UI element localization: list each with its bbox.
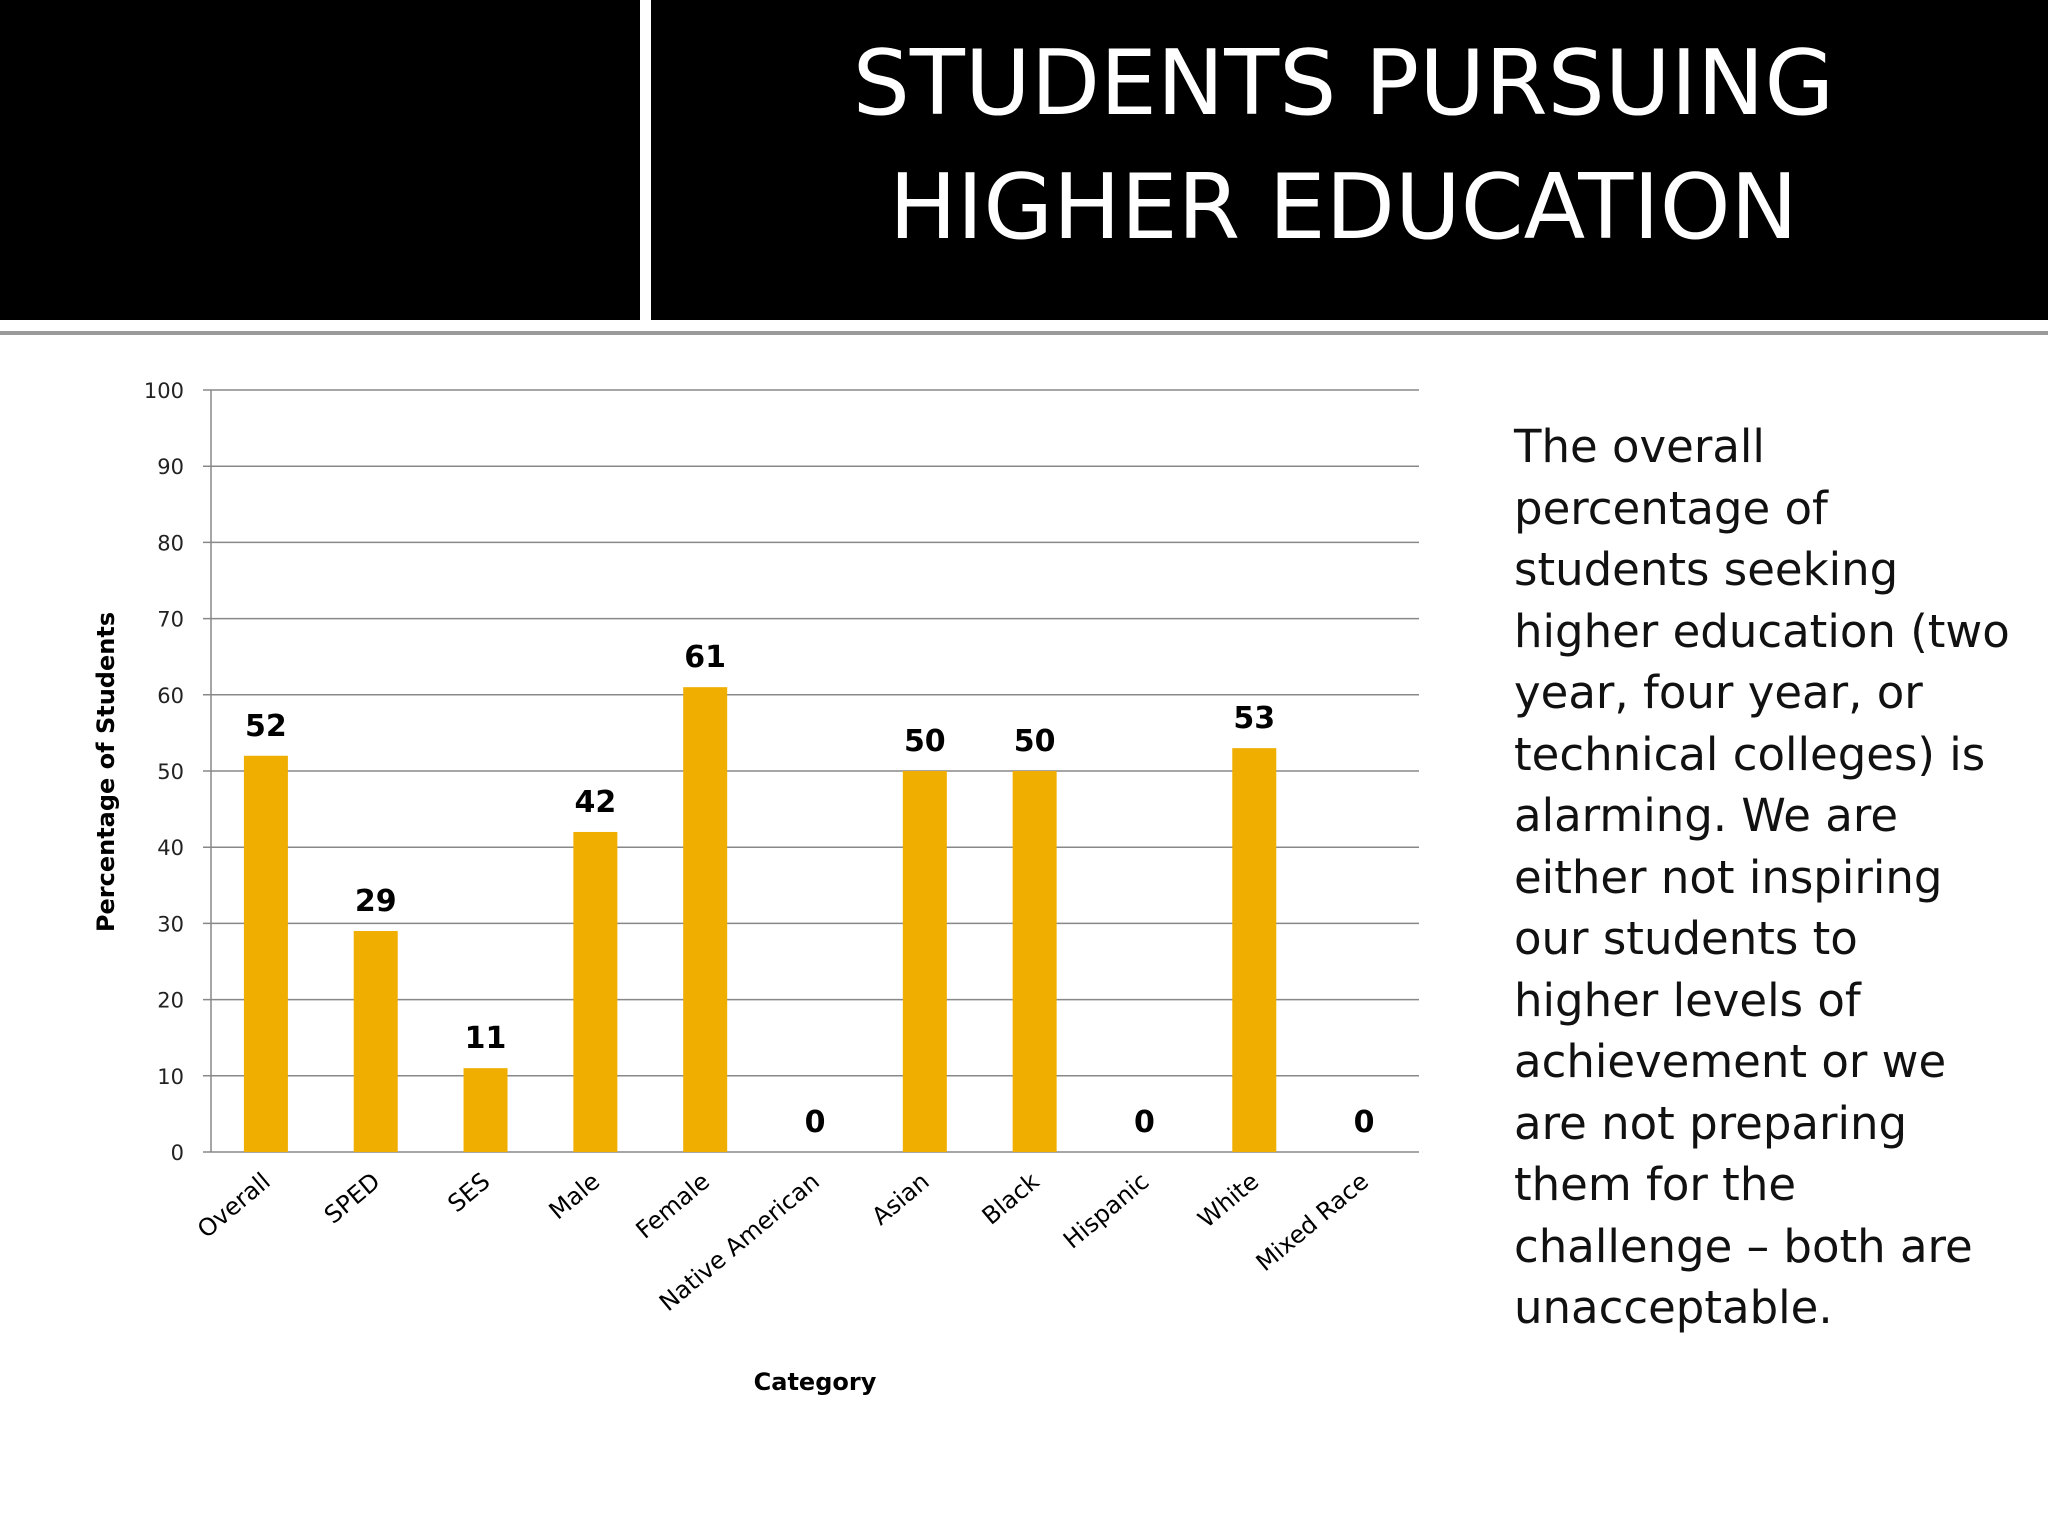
data-label: 0: [805, 1105, 826, 1140]
data-label: 50: [904, 724, 946, 759]
bar-female: [683, 687, 728, 1152]
x-tick-label: Asian: [866, 1167, 934, 1231]
y-tick-label: 0: [171, 1141, 184, 1165]
header-left-panel: [0, 0, 640, 320]
header-title-panel: [651, 0, 2048, 320]
bar-male: [573, 831, 618, 1152]
x-tick-label: Hispanic: [1058, 1167, 1154, 1254]
y-axis-title: Percentage of Students: [92, 612, 120, 932]
y-tick-label: 90: [157, 455, 184, 479]
bar-overall: [243, 755, 288, 1152]
x-axis-title: Category: [754, 1368, 877, 1396]
slide-title-line-2: HIGHER EDUCATION: [889, 155, 1798, 260]
x-tick-label: Male: [544, 1167, 606, 1225]
data-label: 50: [1014, 724, 1056, 759]
slide-title: STUDENTS PURSUING HIGHER EDUCATION: [651, 22, 2036, 270]
x-tick-label: SES: [442, 1167, 495, 1218]
slide-title-line-1: STUDENTS PURSUING: [852, 31, 1835, 136]
bar-white: [1232, 748, 1277, 1152]
bar-asian: [902, 771, 947, 1152]
x-tick-label: Overall: [192, 1167, 276, 1244]
data-label: 0: [1134, 1105, 1155, 1140]
y-tick-label: 10: [157, 1065, 184, 1089]
y-tick-label: 40: [157, 836, 184, 860]
x-tick-label: Female: [631, 1167, 715, 1244]
x-tick-label: SPED: [319, 1167, 386, 1229]
bar-chart: 0 10 20 30 40 50 60 70 80 90 100 52 Overall 29 SPED 11…: [92, 379, 1419, 1396]
data-label: 11: [465, 1021, 507, 1056]
data-label: 42: [574, 785, 616, 820]
commentary-text: The overall percentage of students seeki…: [1514, 420, 2010, 1334]
x-tick-label: Mixed Race: [1251, 1167, 1374, 1277]
data-label: 29: [355, 884, 397, 919]
bar-black: [1012, 771, 1057, 1152]
data-label: 52: [245, 709, 287, 744]
y-tick-label: 20: [157, 989, 184, 1013]
data-label: 53: [1233, 701, 1275, 736]
bar-sped: [353, 931, 398, 1152]
bar-ses: [463, 1068, 508, 1152]
x-tick-label: Black: [977, 1167, 1045, 1230]
data-label: 0: [1354, 1105, 1375, 1140]
y-tick-label: 80: [157, 531, 184, 555]
y-tick-label: 50: [157, 760, 184, 784]
data-label: 61: [684, 640, 726, 675]
y-tick-label: 60: [157, 684, 184, 708]
header-divider: [0, 331, 2048, 335]
y-tick-label: 100: [144, 379, 184, 403]
y-tick-label: 30: [157, 912, 184, 936]
y-tick-label: 70: [157, 608, 184, 632]
x-tick-label: White: [1193, 1167, 1264, 1233]
